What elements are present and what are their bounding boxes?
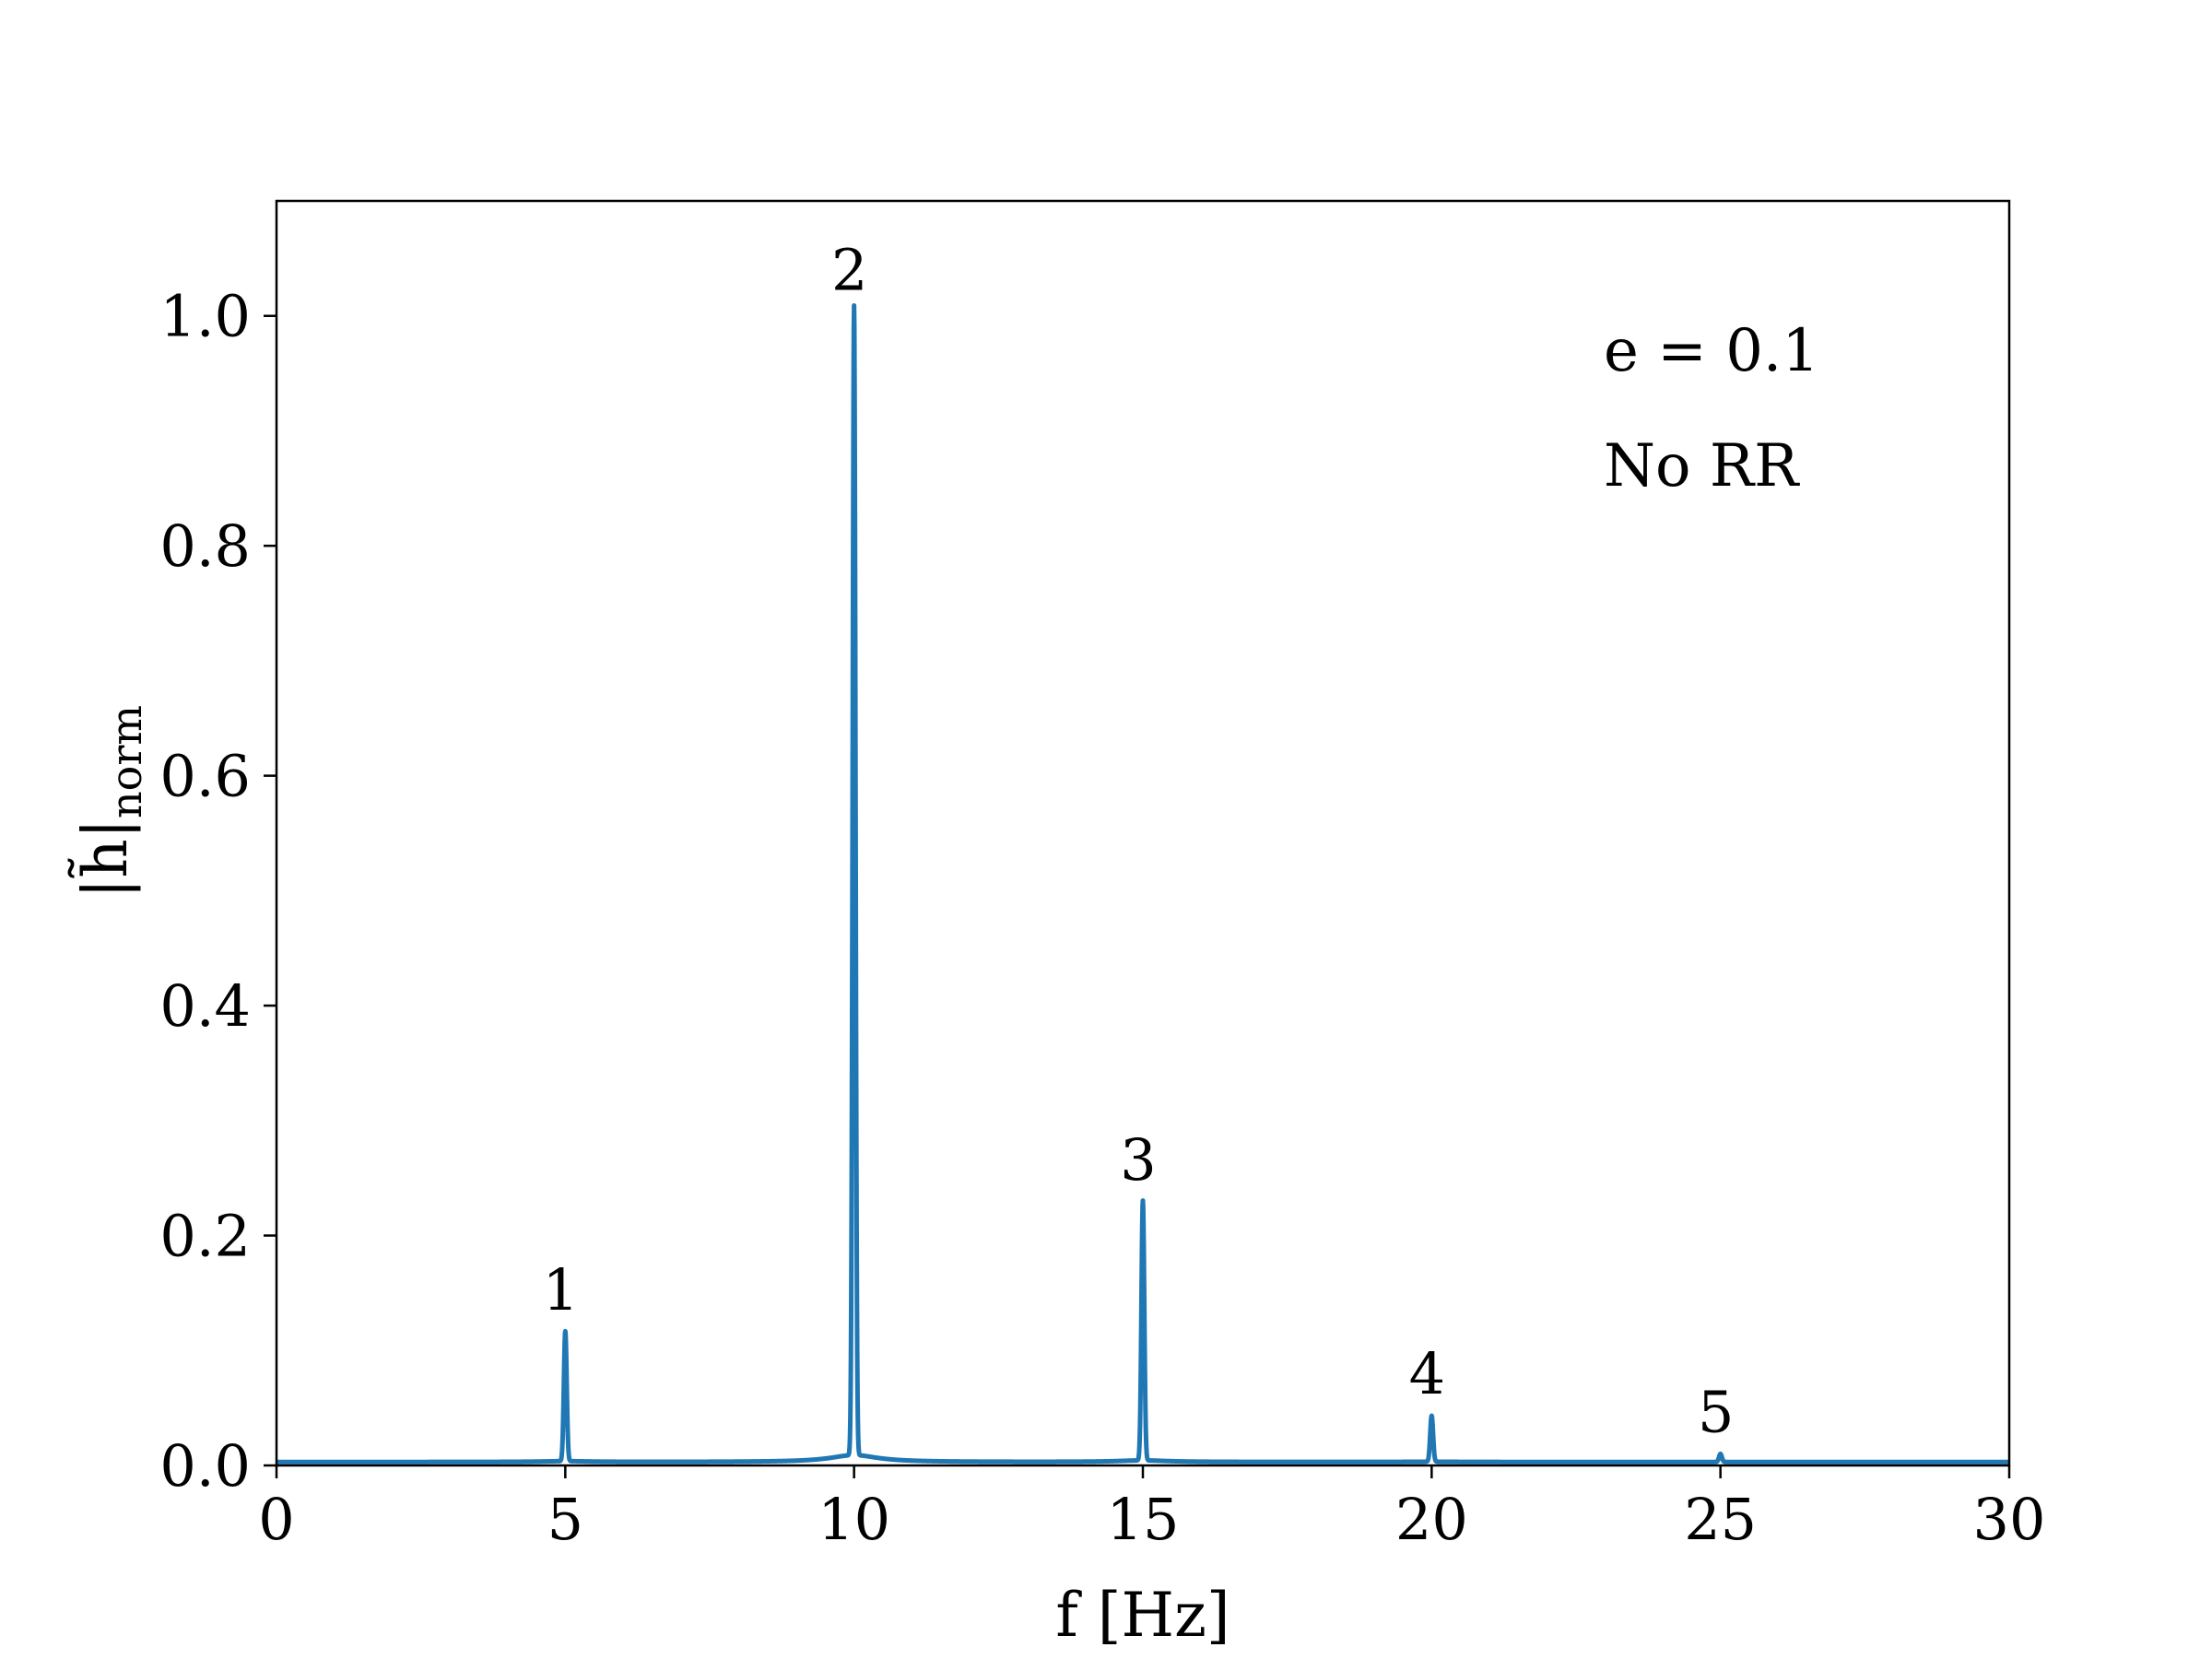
annotation-no-rr: No RR bbox=[1604, 432, 1800, 500]
x-axis-label: f [Hz] bbox=[1055, 1580, 1230, 1651]
spectrum-line bbox=[276, 302, 2009, 1465]
peak-labels: 1 2 3 4 5 bbox=[543, 237, 1735, 1446]
y-tick-label: 1.0 bbox=[159, 283, 251, 350]
y-axis: 0.0 0.2 0.4 0.6 0.8 1.0 bbox=[159, 283, 276, 1500]
x-tick-label: 5 bbox=[547, 1486, 583, 1553]
x-tick-label: 15 bbox=[1107, 1486, 1180, 1553]
peak-label: 3 bbox=[1120, 1126, 1156, 1194]
x-tick-label: 10 bbox=[818, 1486, 890, 1553]
annotation-eccentricity: e = 0.1 bbox=[1604, 317, 1819, 385]
peak-label: 2 bbox=[831, 237, 867, 304]
y-tick-label: 0.2 bbox=[159, 1203, 251, 1270]
y-tick-label: 0.6 bbox=[159, 743, 251, 810]
x-tick-label: 0 bbox=[258, 1486, 294, 1553]
peak-label: 1 bbox=[543, 1256, 579, 1324]
peak-label: 5 bbox=[1698, 1378, 1734, 1445]
y-axis-label-subscript: norm bbox=[101, 705, 151, 818]
y-axis-label: |h̃|norm bbox=[69, 705, 151, 899]
x-tick-label: 25 bbox=[1684, 1486, 1757, 1553]
x-tick-label: 30 bbox=[1973, 1486, 2046, 1553]
y-tick-label: 0.0 bbox=[159, 1432, 251, 1500]
y-tick-label: 0.4 bbox=[159, 972, 251, 1040]
y-tick-label: 0.8 bbox=[159, 512, 251, 580]
y-axis-label-main: |h̃| bbox=[69, 818, 141, 899]
x-tick-label: 20 bbox=[1395, 1486, 1468, 1553]
peak-label: 4 bbox=[1409, 1340, 1445, 1407]
x-axis: 0 5 10 15 20 25 30 bbox=[258, 1465, 2045, 1553]
